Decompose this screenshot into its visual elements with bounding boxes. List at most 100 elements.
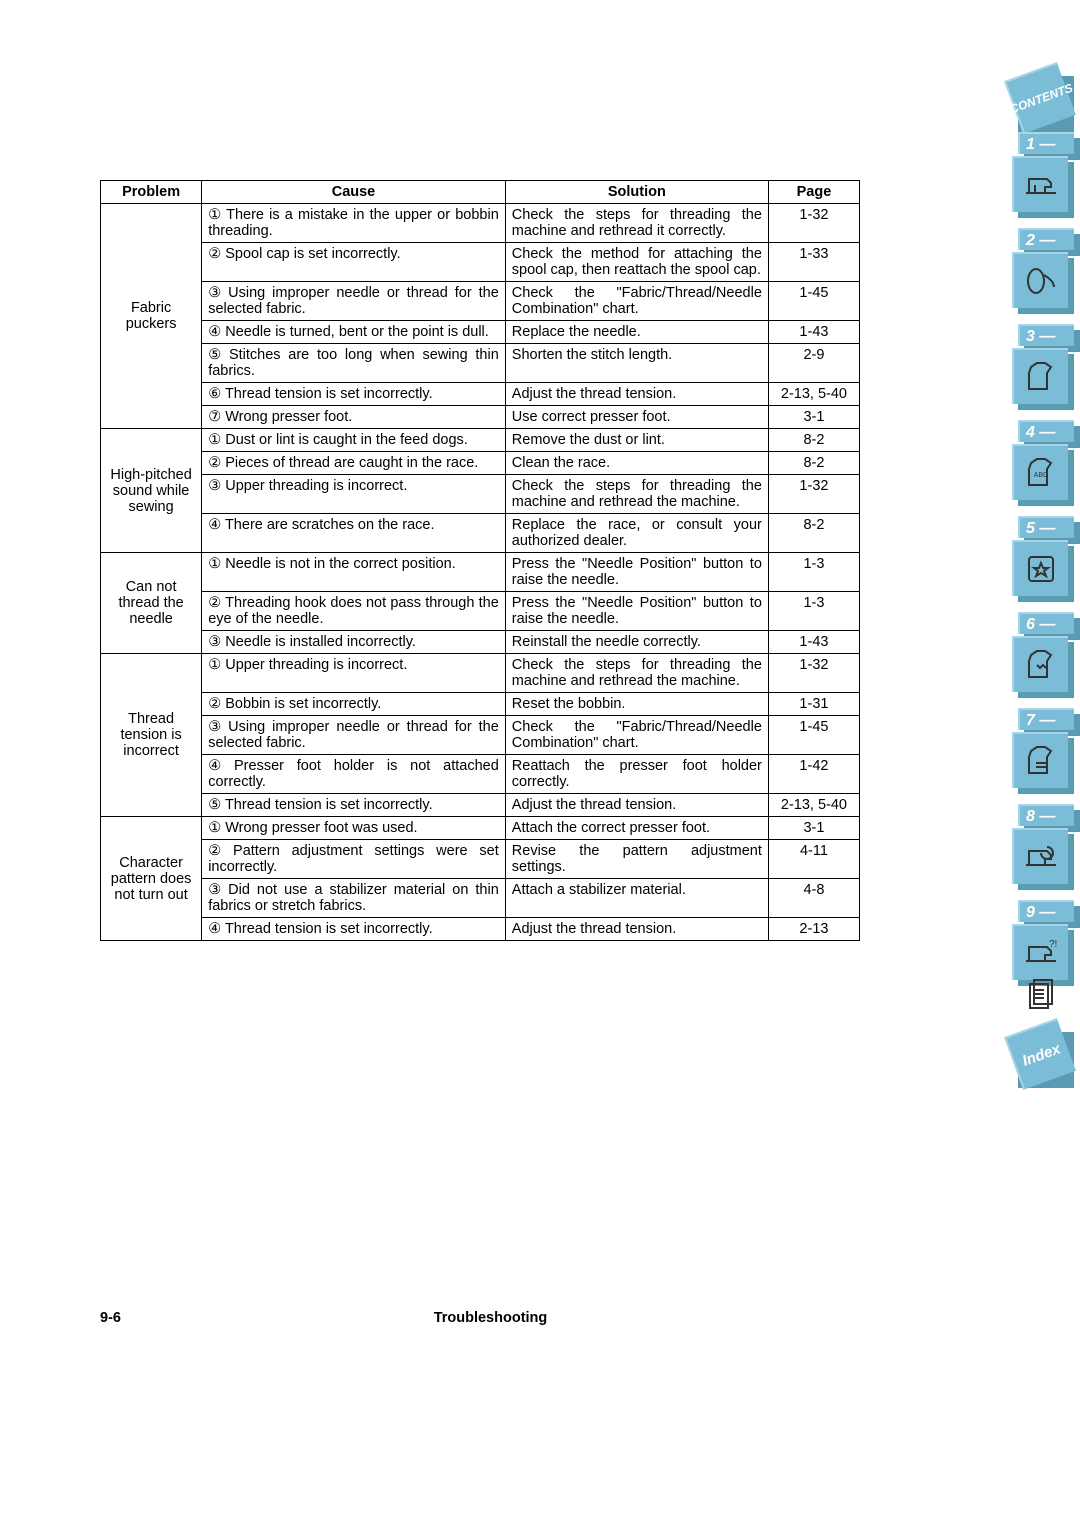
sidebar-tab-3[interactable]: 3 —: [1012, 348, 1080, 410]
cause-cell: ⑦ Wrong presser foot.: [202, 406, 506, 429]
sidebar-tab-number: 3 —: [1018, 324, 1074, 346]
solution-cell: Check the method for attaching the spool…: [505, 243, 768, 282]
sidebar-tab-number: 2 —: [1018, 228, 1074, 250]
sidebar-tab-icon: [1012, 348, 1068, 404]
solution-cell: Check the steps for threading the machin…: [505, 654, 768, 693]
page-ref-cell: 3-1: [768, 406, 859, 429]
sidebar-tab-6[interactable]: 6 —: [1012, 636, 1080, 698]
cause-cell: ① Upper threading is incorrect.: [202, 654, 506, 693]
sidebar-tab-icon: [1012, 732, 1068, 788]
cause-cell: ② Spool cap is set incorrectly.: [202, 243, 506, 282]
solution-cell: Check the steps for threading the machin…: [505, 204, 768, 243]
page-ref-cell: 1-33: [768, 243, 859, 282]
sidebar-tab-icon: [1012, 828, 1068, 884]
table-row: Can not thread the needle① Needle is not…: [101, 553, 860, 592]
troubleshooting-table: Problem Cause Solution Page Fabric pucke…: [100, 180, 860, 941]
solution-cell: Attach the correct presser foot.: [505, 817, 768, 840]
table-row: ④ Needle is turned, bent or the point is…: [101, 321, 860, 344]
cause-cell: ③ Using improper needle or thread for th…: [202, 716, 506, 755]
tab-index[interactable]: Index: [1012, 1026, 1074, 1088]
cause-cell: ③ Needle is installed incorrectly.: [202, 631, 506, 654]
sidebar-tab-number: 7 —: [1018, 708, 1074, 730]
problem-cell: Fabric puckers: [101, 204, 202, 429]
solution-cell: Replace the race, or consult your author…: [505, 514, 768, 553]
svg-text:ABC: ABC: [1034, 472, 1048, 479]
table-row: ④ There are scratches on the race.Replac…: [101, 514, 860, 553]
sidebar-tab-icon: [1012, 540, 1068, 596]
cause-cell: ⑤ Thread tension is set incorrectly.: [202, 794, 506, 817]
problem-cell: Can not thread the needle: [101, 553, 202, 654]
page-ref-cell: 1-43: [768, 321, 859, 344]
page-ref-cell: 1-32: [768, 654, 859, 693]
page-ref-cell: 1-43: [768, 631, 859, 654]
page-ref-cell: 1-45: [768, 716, 859, 755]
solution-cell: Adjust the thread tension.: [505, 383, 768, 406]
sidebar-tab-8[interactable]: 8 —: [1012, 828, 1080, 890]
page-footer: 9-6 Troubleshooting: [100, 1310, 860, 1326]
cause-cell: ③ Using improper needle or thread for th…: [202, 282, 506, 321]
page-ref-cell: 4-11: [768, 840, 859, 879]
sidebar-tab-icon: ?!: [1012, 924, 1068, 980]
cause-cell: ② Bobbin is set incorrectly.: [202, 693, 506, 716]
table-row: ④ Thread tension is set incorrectly.Adju…: [101, 918, 860, 941]
page-ref-cell: 1-3: [768, 553, 859, 592]
table-row: ④ Presser foot holder is not attached co…: [101, 755, 860, 794]
solution-cell: Check the "Fabric/Thread/Needle Combinat…: [505, 716, 768, 755]
solution-cell: Check the "Fabric/Thread/Needle Combinat…: [505, 282, 768, 321]
solution-cell: Use correct presser foot.: [505, 406, 768, 429]
sidebar-tabs: CONTENTS 1 — 2 — 3 — 4 —ABC 5 — 6 — 7 — 8 — 9 —?…: [1012, 70, 1080, 1088]
solution-cell: Press the "Needle Position" button to ra…: [505, 553, 768, 592]
page-ref-cell: 3-1: [768, 817, 859, 840]
cause-cell: ④ Thread tension is set incorrectly.: [202, 918, 506, 941]
page-ref-cell: 2-13: [768, 918, 859, 941]
sidebar-tab-7[interactable]: 7 —: [1012, 732, 1080, 794]
page-ref-cell: 1-42: [768, 755, 859, 794]
sidebar-tab-number: 9 —: [1018, 900, 1074, 922]
page-ref-cell: 4-8: [768, 879, 859, 918]
table-row: Thread tension is incorrect① Upper threa…: [101, 654, 860, 693]
cause-cell: ① Wrong presser foot was used.: [202, 817, 506, 840]
table-row: ② Spool cap is set incorrectly.Check the…: [101, 243, 860, 282]
table-row: ② Bobbin is set incorrectly.Reset the bo…: [101, 693, 860, 716]
solution-cell: Attach a stabilizer material.: [505, 879, 768, 918]
sidebar-tab-5[interactable]: 5 —: [1012, 540, 1080, 602]
cause-cell: ⑥ Thread tension is set incorrectly.: [202, 383, 506, 406]
sidebar-tab-4[interactable]: 4 —ABC: [1012, 444, 1080, 506]
header-problem: Problem: [101, 181, 202, 204]
table-row: Fabric puckers① There is a mistake in th…: [101, 204, 860, 243]
page-ref-cell: 2-13, 5-40: [768, 794, 859, 817]
table-header-row: Problem Cause Solution Page: [101, 181, 860, 204]
troubleshooting-page: Problem Cause Solution Page Fabric pucke…: [100, 180, 860, 941]
footer-title: Troubleshooting: [100, 1310, 860, 1326]
table-body: Fabric puckers① There is a mistake in th…: [101, 204, 860, 941]
table-row: ③ Did not use a stabilizer material on t…: [101, 879, 860, 918]
sidebar-tab-number: 1 —: [1018, 132, 1074, 154]
sidebar-tab-icon: ABC: [1012, 444, 1068, 500]
table-row: Character pattern does not turn out① Wro…: [101, 817, 860, 840]
problem-cell: High-pitched sound while sewing: [101, 429, 202, 553]
sidebar-tab-1[interactable]: 1 —: [1012, 156, 1080, 218]
table-row: ③ Upper threading is incorrect.Check the…: [101, 475, 860, 514]
sidebar-tab-icon: [1012, 636, 1068, 692]
solution-cell: Adjust the thread tension.: [505, 794, 768, 817]
problem-cell: Character pattern does not turn out: [101, 817, 202, 941]
header-solution: Solution: [505, 181, 768, 204]
cause-cell: ② Pieces of thread are caught in the rac…: [202, 452, 506, 475]
tab-contents[interactable]: CONTENTS: [1012, 70, 1074, 132]
table-row: High-pitched sound while sewing① Dust or…: [101, 429, 860, 452]
cause-cell: ④ Needle is turned, bent or the point is…: [202, 321, 506, 344]
table-row: ③ Needle is installed incorrectly.Reinst…: [101, 631, 860, 654]
page-ref-cell: 1-45: [768, 282, 859, 321]
sidebar-tab-number: 6 —: [1018, 612, 1074, 634]
solution-cell: Reset the bobbin.: [505, 693, 768, 716]
page-ref-cell: 8-2: [768, 514, 859, 553]
solution-cell: Revise the pattern adjustment settings.: [505, 840, 768, 879]
cause-cell: ⑤ Stitches are too long when sewing thin…: [202, 344, 506, 383]
solution-cell: Press the "Needle Position" button to ra…: [505, 592, 768, 631]
page-ref-cell: 1-3: [768, 592, 859, 631]
table-row: ⑥ Thread tension is set incorrectly.Adju…: [101, 383, 860, 406]
sidebar-tab-2[interactable]: 2 —: [1012, 252, 1080, 314]
cause-cell: ① There is a mistake in the upper or bob…: [202, 204, 506, 243]
problem-cell: Thread tension is incorrect: [101, 654, 202, 817]
page-ref-cell: 1-32: [768, 475, 859, 514]
